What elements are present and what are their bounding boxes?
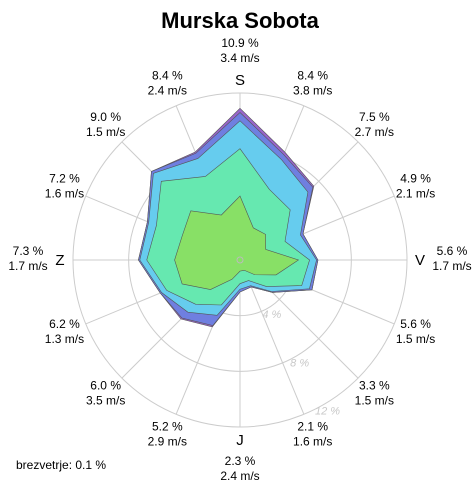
pct-label: 4.9 % (400, 171, 431, 185)
pct-label: 8.4 % (152, 69, 183, 83)
wind-layer (174, 195, 300, 290)
pct-label: 7.3 % (13, 244, 44, 258)
pct-label: 7.5 % (359, 110, 390, 124)
speed-label: 1.7 m/s (432, 259, 471, 273)
speed-label: 2.7 m/s (355, 125, 394, 139)
pct-label: 10.9 % (221, 36, 259, 50)
speed-label: 3.8 m/s (293, 84, 332, 98)
speed-label: 2.1 m/s (396, 186, 435, 200)
speed-label: 1.5 m/s (86, 125, 125, 139)
pct-label: 6.2 % (49, 317, 80, 331)
speed-label: 1.5 m/s (355, 394, 394, 408)
speed-label: 1.6 m/s (293, 435, 332, 449)
cardinal-label: Z (55, 252, 64, 269)
calm-marker (236, 256, 244, 264)
speed-label: 3.4 m/s (220, 51, 259, 65)
pct-label: 6.0 % (90, 379, 121, 393)
speed-label: 1.6 m/s (45, 186, 84, 200)
cardinal-label: J (236, 432, 244, 449)
cardinal-label: S (235, 72, 245, 89)
cardinal-label: V (415, 252, 425, 269)
speed-label: 1.5 m/s (396, 332, 435, 346)
speed-label: 1.3 m/s (45, 332, 84, 346)
ring-label: 4 % (262, 309, 281, 321)
pct-label: 8.4 % (297, 69, 328, 83)
pct-label: 5.6 % (400, 317, 431, 331)
speed-label: 3.5 m/s (86, 394, 125, 408)
pct-label: 5.2 % (152, 420, 183, 434)
speed-label: 2.9 m/s (148, 435, 187, 449)
pct-label: 5.6 % (437, 244, 468, 258)
speed-label: 1.7 m/s (8, 259, 47, 273)
pct-label: 3.3 % (359, 379, 390, 393)
pct-label: 2.3 % (225, 454, 256, 468)
speed-label: 2.4 m/s (148, 84, 187, 98)
ring-label: 8 % (290, 357, 309, 369)
pct-label: 2.1 % (297, 420, 328, 434)
calm-label: brezvetrje: 0.1 % (16, 458, 106, 472)
ring-label: 12 % (315, 405, 340, 417)
chart-title: Murska Sobota (161, 8, 319, 33)
speed-label: 2.4 m/s (220, 469, 259, 483)
pct-label: 9.0 % (90, 110, 121, 124)
pct-label: 7.2 % (49, 171, 80, 185)
